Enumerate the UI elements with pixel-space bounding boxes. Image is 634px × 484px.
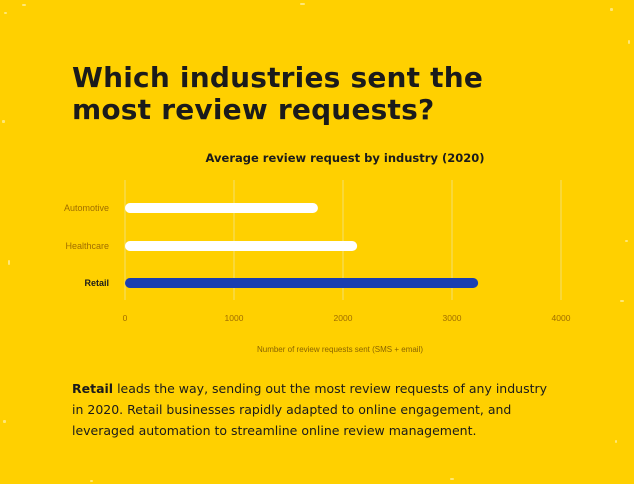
category-label-healthcare: Healthcare [65, 241, 109, 251]
category-label-retail: Retail [84, 278, 109, 288]
description-text: Retail leads the way, sending out the mo… [72, 378, 552, 441]
texture-speck [610, 8, 613, 11]
x-axis-title: Number of review requests sent (SMS + em… [257, 345, 423, 354]
x-tick-label: 1000 [225, 313, 244, 323]
category-label-automotive: Automotive [64, 203, 109, 213]
chart-title: Average review request by industry (2020… [206, 151, 485, 165]
texture-speck [4, 12, 7, 14]
texture-speck [22, 4, 26, 6]
texture-speck [3, 420, 6, 423]
category-labels: Automotive Healthcare Retail [64, 203, 109, 288]
x-tick-label: 0 [123, 313, 128, 323]
x-tick-label: 3000 [443, 313, 462, 323]
x-tick-label: 2000 [334, 313, 353, 323]
texture-speck [450, 478, 454, 480]
texture-speck [2, 120, 5, 123]
description-lead: Retail [72, 381, 114, 396]
texture-speck [615, 440, 617, 443]
bar-healthcare [125, 241, 358, 251]
texture-speck [620, 300, 624, 302]
bar-automotive [125, 203, 318, 213]
x-tick-labels: 0 1000 2000 3000 4000 [123, 313, 571, 323]
x-tick-label: 4000 [552, 313, 571, 323]
page-headline: Which industries sent the most review re… [72, 61, 484, 126]
texture-speck [8, 260, 10, 265]
description-rest: leads the way, sending out the most revi… [72, 381, 548, 438]
texture-speck [628, 40, 630, 44]
bar-chart: Average review request by industry (2020… [64, 151, 571, 354]
texture-speck [625, 240, 628, 242]
texture-speck [300, 3, 305, 5]
bar-retail [125, 278, 479, 288]
bars [125, 203, 479, 288]
texture-speck [90, 480, 93, 482]
